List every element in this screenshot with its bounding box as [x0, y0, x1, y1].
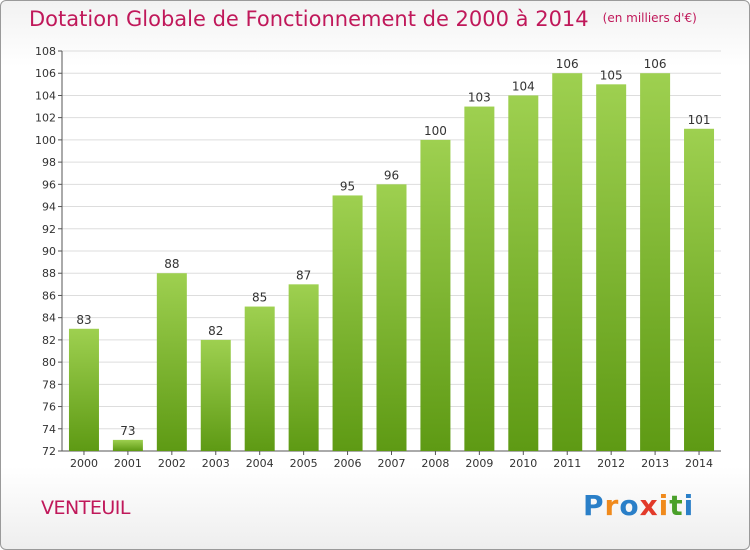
data-label: 88: [164, 257, 179, 271]
y-tick-label: 72: [42, 445, 56, 458]
logo-letter: r: [604, 489, 620, 522]
x-tick-label: 2006: [334, 457, 362, 470]
x-tick-label: 2000: [70, 457, 98, 470]
x-tick-labels: 2000 2001 2002 2003 2004 2005 2006 2007 2008 2009…: [70, 451, 713, 470]
y-tick-label: 80: [42, 356, 56, 369]
logo-letter: i: [658, 489, 670, 522]
commune-name: VENTEUIL: [41, 497, 130, 519]
data-label: 82: [208, 324, 223, 338]
proxiti-logo: Proxiti: [583, 489, 694, 522]
data-label: 103: [468, 91, 491, 105]
y-tick-label: 102: [35, 112, 56, 125]
chart-title: Dotation Globale de Fonctionnement de 20…: [29, 7, 697, 31]
x-tick-label: 2001: [114, 457, 142, 470]
y-tick-label: 106: [35, 67, 56, 80]
y-tick-label: 98: [42, 156, 56, 169]
bar: [112, 439, 143, 451]
data-label: 105: [600, 68, 623, 82]
bar: [376, 184, 407, 452]
y-tick-label: 104: [35, 89, 56, 102]
x-tick-label: 2010: [509, 457, 537, 470]
x-tick-label: 2005: [290, 457, 318, 470]
y-tick-label: 100: [35, 134, 56, 147]
y-tick-label: 90: [42, 245, 56, 258]
bar: [684, 128, 715, 451]
bar: [288, 284, 319, 451]
bar: [552, 73, 583, 451]
data-label: 104: [512, 79, 535, 93]
logo-letter: P: [583, 489, 605, 522]
bar: [68, 328, 99, 451]
bars: [68, 73, 715, 452]
x-tick-label: 2012: [597, 457, 625, 470]
data-label: 83: [76, 313, 91, 327]
x-tick-label: 2008: [421, 457, 449, 470]
x-tick-label: 2007: [378, 457, 406, 470]
bar: [464, 106, 495, 452]
y-tick-labels: 72 74 76 78 80 82 84 86 88 90 92 94 96 98 100 102 104 106…: [35, 45, 56, 458]
bar: [156, 273, 187, 451]
y-tick-label: 94: [42, 201, 56, 214]
logo-letter: o: [619, 489, 640, 522]
logo-letter: i: [683, 489, 695, 522]
y-tick-label: 84: [42, 312, 56, 325]
data-label: 101: [688, 113, 711, 127]
logo-letter: t: [669, 489, 684, 522]
x-tick-label: 2003: [202, 457, 230, 470]
data-labels: 83 73 88 82 85 87 95 96 100 103 104 106 105 106 101: [76, 57, 710, 438]
data-label: 96: [384, 168, 399, 182]
y-tick-label: 82: [42, 334, 56, 347]
x-tick-label: 2009: [465, 457, 493, 470]
y-tick-label: 74: [42, 423, 56, 436]
x-tick-label: 2013: [641, 457, 669, 470]
bar: [640, 73, 671, 451]
logo-letter: x: [639, 489, 659, 522]
bar: [200, 339, 231, 451]
y-tick-label: 88: [42, 267, 56, 280]
y-tick-label: 86: [42, 289, 56, 302]
bar: [420, 139, 451, 451]
chart-subtitle: (en milliers d'€): [602, 11, 697, 25]
y-tick-label: 76: [42, 401, 56, 414]
x-tick-label: 2004: [246, 457, 274, 470]
x-tick-label: 2011: [553, 457, 581, 470]
x-tick-label: 2014: [685, 457, 713, 470]
y-tick-label: 108: [35, 45, 56, 58]
data-label: 73: [120, 424, 135, 438]
data-label: 85: [252, 291, 267, 305]
data-label: 100: [424, 124, 447, 138]
data-label: 87: [296, 268, 311, 282]
data-label: 95: [340, 179, 355, 193]
y-tick-label: 96: [42, 178, 56, 191]
data-label: 106: [556, 57, 579, 71]
bar: [596, 84, 627, 451]
y-tick-label: 92: [42, 223, 56, 236]
bar: [244, 306, 275, 451]
x-tick-label: 2002: [158, 457, 186, 470]
y-tick-label: 78: [42, 378, 56, 391]
bar: [508, 95, 539, 451]
bar: [332, 195, 363, 451]
title-text: Dotation Globale de Fonctionnement de 20…: [29, 7, 589, 31]
data-label: 106: [644, 57, 667, 71]
